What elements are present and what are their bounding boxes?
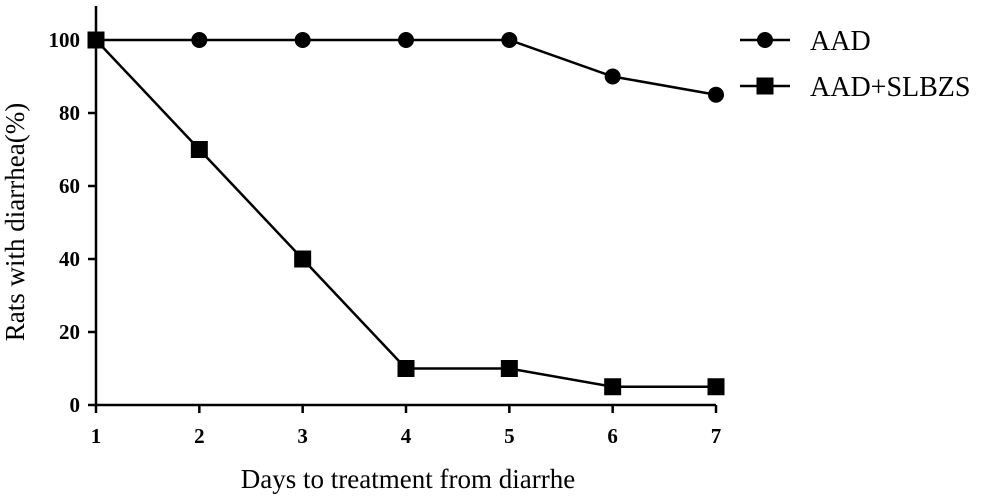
y-tick-label: 20 xyxy=(59,320,80,344)
y-ticks: 0 20 40 60 80 100 xyxy=(49,28,96,417)
legend-item-aad-slbzs: AAD+SLBZS xyxy=(740,72,970,103)
data-point-aad xyxy=(604,68,621,85)
series-line-aad-slbzs xyxy=(95,39,716,388)
axes xyxy=(94,6,716,407)
legend-item-aad: AAD xyxy=(740,26,871,57)
series-layer xyxy=(87,31,725,396)
x-tick-label: 4 xyxy=(401,424,412,448)
x-tick-label: 6 xyxy=(607,424,618,448)
data-point-aad-slbzs xyxy=(604,378,622,396)
data-point-aad-slbzs xyxy=(190,141,208,158)
x-tick-label: 2 xyxy=(194,424,205,448)
legend-marker xyxy=(757,32,773,48)
x-tick-label: 1 xyxy=(91,424,102,448)
y-tick-label: 100 xyxy=(49,28,81,52)
x-tick-label: 3 xyxy=(297,424,308,448)
y-tick-label: 80 xyxy=(59,101,80,125)
x-tick-label: 5 xyxy=(504,424,515,448)
data-point-aad xyxy=(191,32,208,48)
legend-label: AAD+SLBZS xyxy=(810,72,970,103)
series-aad xyxy=(88,32,724,103)
x-axis-title: Days to treatment from diarrhe xyxy=(241,464,575,494)
x-tick-label: 7 xyxy=(711,424,722,448)
data-point-aad xyxy=(501,32,518,48)
data-point-aad-slbzs xyxy=(707,378,725,396)
legend-marker xyxy=(756,77,774,95)
data-point-aad xyxy=(708,86,724,103)
y-tick-label: 60 xyxy=(59,174,80,198)
data-point-aad-slbzs xyxy=(294,250,312,268)
data-point-aad xyxy=(398,32,414,48)
data-point-aad xyxy=(294,32,311,48)
data-point-aad-slbzs xyxy=(500,360,518,377)
x-ticks: 1 2 3 4 5 6 7 xyxy=(91,405,722,448)
series-line-aad xyxy=(96,38,717,96)
data-point-aad-slbzs xyxy=(397,360,415,377)
y-tick-label: 0 xyxy=(70,393,81,417)
series-aad-slbzs xyxy=(87,31,725,396)
y-tick-label: 40 xyxy=(59,247,80,271)
data-point-aad-slbzs xyxy=(87,31,105,49)
legend: AAD AAD+SLBZS xyxy=(740,26,970,103)
y-axis-title: Rats with diarrhea(%) xyxy=(0,103,30,341)
legend-label: AAD xyxy=(810,26,871,57)
